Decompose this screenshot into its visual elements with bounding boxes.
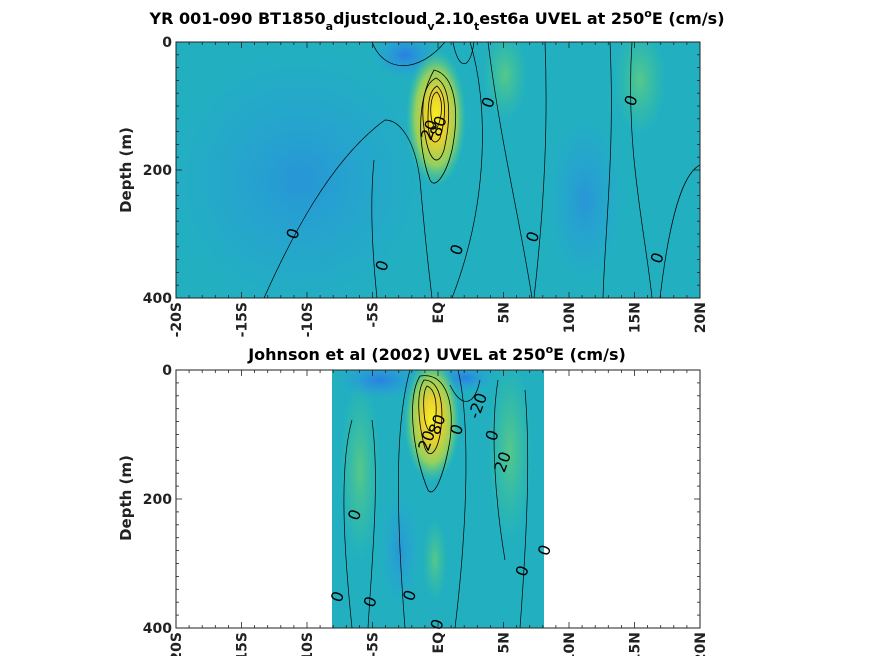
y-tick-label: 200 — [143, 492, 172, 508]
x-tick-label: -5S — [366, 632, 382, 656]
x-tick-label: 15N — [628, 302, 644, 333]
x-tick-label: -10S — [300, 302, 316, 337]
x-tick-label: 20N — [693, 632, 709, 656]
x-tick-label: -20S — [169, 632, 185, 656]
panel-top-title: YR 001-090 BT1850adjustcloudv2.10test6a … — [148, 7, 724, 33]
y-tick-label: 0 — [162, 35, 172, 51]
x-tick-label: -15S — [235, 632, 251, 656]
y-tick-label: 400 — [143, 621, 172, 637]
panel-top-axes: -20S -15S -10S -5S EQ 5N 10N 15N 20N 0 200 400 — [143, 35, 709, 337]
y-tick-label: 200 — [143, 163, 172, 179]
x-tick-label: -20S — [169, 302, 185, 337]
panel-bottom-title: Johnson et al (2002) UVEL at 250oE (cm/s… — [247, 343, 626, 364]
x-tick-label: -10S — [300, 632, 316, 656]
x-tick-label: EQ — [431, 632, 447, 654]
x-tick-label: 20N — [693, 302, 709, 333]
panel-top: YR 001-090 BT1850adjustcloudv2.10test6a … — [117, 7, 725, 337]
x-tick-label: 10N — [562, 632, 578, 656]
y-tick-label: 0 — [162, 363, 172, 379]
y-tick-label: 400 — [143, 291, 172, 307]
panel-bottom-gap — [544, 370, 548, 600]
x-tick-label: 10N — [562, 302, 578, 333]
x-tick-label: 15N — [628, 632, 644, 656]
panel-bottom-ylabel: Depth (m) — [117, 455, 135, 541]
panel-bottom-field — [332, 370, 544, 628]
x-tick-label: EQ — [431, 302, 447, 324]
panel-top-field — [176, 42, 700, 298]
panel-top-ylabel: Depth (m) — [117, 127, 135, 213]
panel-bottom-axes: -20S -15S -10S -5S EQ 5N 10N 15N 20N 0 200 400 — [143, 363, 709, 656]
x-tick-label: 5N — [497, 302, 513, 323]
x-tick-label: 5N — [497, 632, 513, 653]
panel-bottom: Johnson et al (2002) UVEL at 250oE (cm/s… — [117, 343, 709, 656]
x-tick-label: -15S — [235, 302, 251, 337]
x-tick-label: -5S — [366, 302, 382, 328]
